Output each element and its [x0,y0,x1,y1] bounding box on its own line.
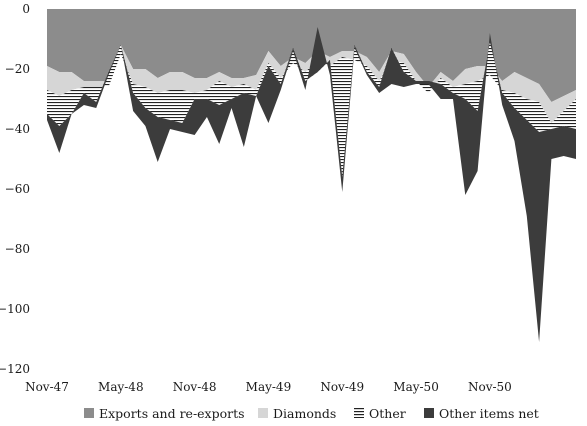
x-tick-label: May-50 [393,380,439,394]
y-tick-label: −60 [5,182,30,196]
y-tick-label: −80 [5,242,30,256]
legend-label: Other [369,406,406,421]
legend-item-diamonds: Diamonds [258,406,336,421]
y-tick-label: −100 [0,302,30,316]
legend-swatch [258,408,268,418]
axes: 0 −20 −40 −60 −80 −100 −120 Nov-47 May-48 Nov-48 M… [0,2,512,394]
area-other-items-net [47,27,576,342]
legend-label: Exports and re-exports [99,406,245,421]
x-tick-label: Nov-50 [468,380,512,394]
legend-item-exports-and-re-exports: Exports and re-exports [84,406,245,421]
legend-swatch [424,408,434,418]
y-tick-label: −40 [5,122,30,136]
x-tick-label: Nov-48 [173,380,217,394]
legend-label: Diamonds [273,406,336,421]
legend-swatch [84,408,94,418]
legend: Exports and re-exports Diamonds Other Other… [84,406,539,421]
plot-area [47,9,576,342]
x-tick-label: May-49 [246,380,292,394]
legend-item-other-items-net: Other items net [424,406,539,421]
y-tick-label: 0 [22,2,30,16]
x-tick-label: May-48 [98,380,144,394]
area-exports-and-re-exports [47,9,576,102]
x-tick-label: Nov-49 [320,380,364,394]
legend-item-other: Other [354,406,406,421]
y-tick-label: −20 [5,62,30,76]
legend-swatch [354,408,364,418]
y-tick-label: −120 [0,362,30,376]
legend-label: Other items net [439,406,539,421]
x-tick-label: Nov-47 [25,380,69,394]
